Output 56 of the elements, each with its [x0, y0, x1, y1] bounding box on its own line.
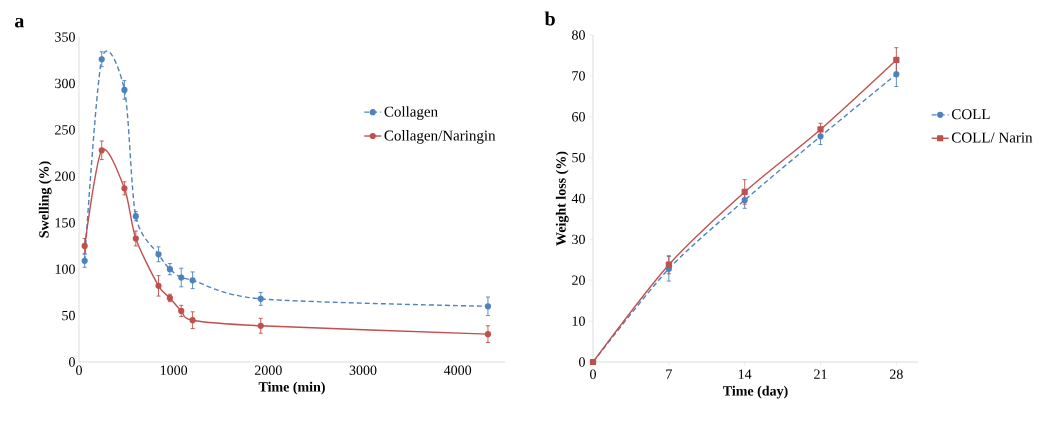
legend-label: COLL: [951, 109, 990, 120]
legend-label: COLL/ Narin: [951, 132, 1033, 143]
legend-label: Collagen: [384, 106, 438, 120]
y-tick-label: 0: [69, 357, 75, 367]
y-tick-label: 10: [572, 316, 585, 326]
point: [189, 277, 196, 284]
point: [155, 251, 162, 258]
x-tick-label: 7: [666, 369, 672, 379]
y-tick-label: 50: [572, 152, 585, 163]
y-tick-label: 200: [55, 171, 75, 182]
point: [121, 185, 128, 192]
point: [484, 303, 492, 310]
x-axis-title: Time (min): [258, 381, 325, 395]
x-tick-label: 4000: [443, 365, 472, 375]
y-tick-label: 100: [55, 264, 75, 274]
point: [257, 322, 264, 329]
x-tick-label: 28: [889, 369, 903, 379]
y-tick-label: 300: [55, 78, 75, 89]
point: [484, 331, 492, 338]
point: [81, 257, 88, 264]
legend-label: Collagen/Naringin: [384, 130, 496, 144]
point: [98, 147, 105, 154]
chart-title: b: [544, 11, 555, 26]
x-tick-label: 14: [738, 369, 752, 379]
y-tick-label: 250: [55, 125, 75, 135]
y-tick-label: 40: [571, 193, 585, 204]
y-tick-label: 80: [572, 30, 585, 40]
y-tick-label: 350: [55, 32, 75, 42]
x-tick-label: 0: [76, 365, 82, 375]
x-tick-label: 2000: [254, 365, 282, 375]
x-tick-label: 1000: [160, 365, 188, 375]
point: [665, 261, 672, 268]
point: [189, 317, 196, 324]
point: [178, 274, 185, 281]
y-tick-label: 150: [55, 217, 75, 228]
point: [257, 295, 264, 302]
x-tick-label: 21: [814, 369, 827, 379]
point: [817, 133, 824, 140]
point: [121, 86, 128, 94]
point: [81, 242, 88, 250]
point: [98, 56, 105, 63]
y-tick-label: 0: [579, 357, 585, 367]
y-axis-title: Swelling (%): [38, 161, 52, 238]
point: [893, 56, 900, 64]
y-tick-label: 20: [572, 275, 585, 285]
y-tick-label: 70: [572, 71, 585, 81]
x-axis-title: Time (day): [723, 385, 788, 399]
y-tick-label: 30: [572, 234, 585, 245]
point: [132, 235, 139, 242]
y-tick-label: 60: [572, 112, 585, 122]
chart-title: a: [15, 17, 25, 28]
point: [155, 282, 162, 289]
y-tick-label: 50: [62, 310, 75, 321]
y-axis-title: Weight loss (%): [555, 151, 569, 246]
x-tick-label: 0: [590, 369, 596, 379]
x-tick-label: 3000: [349, 365, 377, 375]
